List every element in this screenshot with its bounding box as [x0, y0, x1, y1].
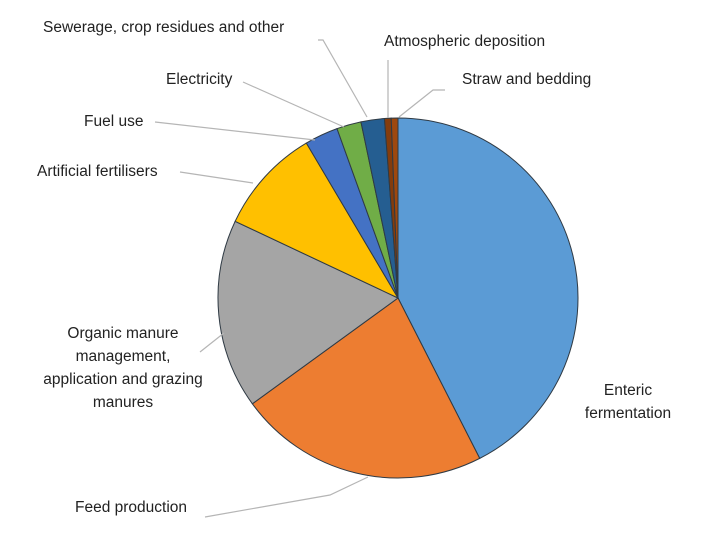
slice-label-line: Enteric	[604, 382, 652, 399]
slice-label-line: Fuel use	[84, 113, 143, 130]
slice-label-line: Organic manure	[67, 325, 178, 342]
slice-label-feed-production: Feed production	[75, 499, 187, 516]
leader-line-sewerage-crop-residues-and-other	[318, 39, 368, 118]
leader-line-organic-manure-management-application-and-grazing-manures	[199, 332, 225, 353]
pie-slice-organic-manure-management-application-and-grazing-manures	[217, 220, 399, 405]
slice-label-line: application and grazing	[43, 371, 202, 388]
leader-line-artificial-fertilisers	[179, 171, 254, 184]
pie-slice-enteric-fermentation	[397, 117, 579, 460]
pie-slice-feed-production	[251, 297, 481, 479]
pie-slice-artificial-fertilisers	[234, 142, 400, 300]
slice-label-line: Electricity	[166, 71, 233, 88]
slice-label-line: fermentation	[585, 405, 671, 422]
leader-line-straw-and-bedding	[398, 89, 445, 118]
slice-label-line: manures	[93, 394, 154, 411]
slice-label-line: Sewerage, crop residues and other	[43, 19, 284, 36]
slice-label-enteric-fermentation: Enteric fermentation	[585, 382, 671, 422]
slice-label-line: Straw and bedding	[462, 71, 591, 88]
slice-label-straw-and-bedding: Straw and bedding	[462, 71, 591, 88]
slice-label-organic-manure-management-application-and-grazing-manures: Organic manure management, application and…	[43, 325, 202, 411]
leader-lines	[154, 39, 445, 518]
slice-labels: Enteric fermentation Feed production Organi…	[37, 19, 671, 516]
slice-label-line: Atmospheric deposition	[384, 33, 545, 50]
slice-label-line: management,	[76, 348, 171, 365]
leader-line-feed-production	[204, 476, 369, 518]
slice-label-line: Feed production	[75, 499, 187, 516]
pie-slice-straw-and-bedding	[390, 117, 399, 299]
slice-label-artificial-fertilisers: Artificial fertilisers	[37, 163, 158, 180]
slice-label-electricity: Electricity	[166, 71, 233, 88]
leader-line-electricity	[242, 81, 345, 128]
leader-line-fuel-use	[154, 121, 316, 141]
slice-label-sewerage-crop-residues-and-other: Sewerage, crop residues and other	[43, 19, 284, 36]
slice-label-fuel-use: Fuel use	[84, 113, 143, 130]
pie-slices	[217, 117, 579, 479]
slice-label-atmospheric-deposition: Atmospheric deposition	[384, 33, 545, 50]
slice-label-line: Artificial fertilisers	[37, 163, 158, 180]
